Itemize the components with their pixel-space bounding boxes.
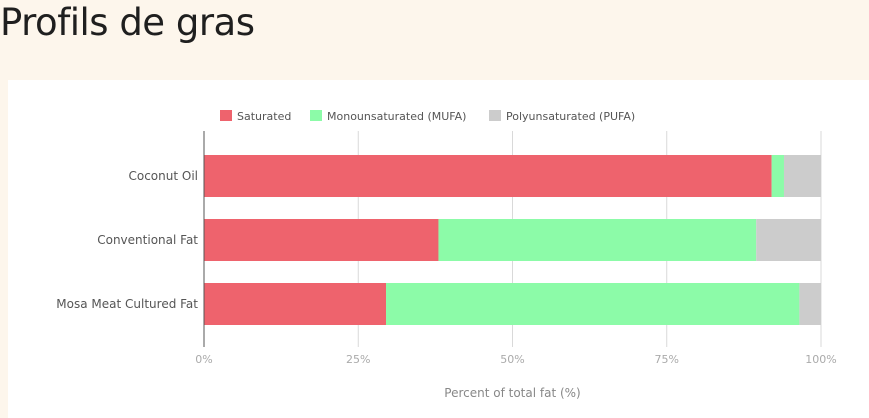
bar-segment-mosa-meat-cultured-fat-saturated[interactable] <box>204 283 387 325</box>
legend-swatch <box>310 110 322 121</box>
x-axis-tick-labels: 0% 25% 50% 75% 100% <box>195 353 836 366</box>
legend-item-saturated[interactable]: Saturated <box>220 110 291 123</box>
x-axis-title: Percent of total fat (%) <box>444 386 580 400</box>
y-axis-labels: Coconut Oil Conventional Fat Mosa Meat Cul… <box>56 169 198 311</box>
bar-segment-conventional-fat-saturated[interactable] <box>204 219 439 261</box>
legend-swatch <box>489 110 501 121</box>
legend-label: Monounsaturated (MUFA) <box>327 110 466 123</box>
x-axis-tick-label: 50% <box>500 353 524 366</box>
x-axis-tick-label: 100% <box>805 353 836 366</box>
chart-bars <box>204 155 821 325</box>
legend-swatch <box>220 110 232 121</box>
x-axis-tick-label: 25% <box>346 353 370 366</box>
bar-segment-mosa-meat-cultured-fat-mufa[interactable] <box>386 283 800 325</box>
x-axis-tick-label: 0% <box>195 353 212 366</box>
legend-item-pufa[interactable]: Polyunsaturated (PUFA) <box>489 110 635 123</box>
bar-segment-mosa-meat-cultured-fat-pufa[interactable] <box>799 283 821 325</box>
chart-legend[interactable]: Saturated Monounsaturated (MUFA) Polyunsat… <box>220 110 635 123</box>
fat-profile-chart: Saturated Monounsaturated (MUFA) Polyunsat… <box>56 110 837 400</box>
y-axis-label: Coconut Oil <box>128 169 198 183</box>
chart-card: Saturated Monounsaturated (MUFA) Polyunsat… <box>8 80 869 418</box>
bar-segment-coconut-oil-mufa[interactable] <box>771 155 784 197</box>
legend-label: Saturated <box>237 110 291 123</box>
legend-item-mufa[interactable]: Monounsaturated (MUFA) <box>310 110 466 123</box>
legend-label: Polyunsaturated (PUFA) <box>506 110 635 123</box>
bar-segment-conventional-fat-mufa[interactable] <box>438 219 757 261</box>
bar-segment-conventional-fat-pufa[interactable] <box>756 219 821 261</box>
y-axis-label: Conventional Fat <box>97 233 198 247</box>
bar-segment-coconut-oil-pufa[interactable] <box>783 155 821 197</box>
x-axis-tick-label: 75% <box>655 353 679 366</box>
y-axis-label: Mosa Meat Cultured Fat <box>56 297 198 311</box>
page-title: Profils de gras <box>0 1 255 44</box>
bar-segment-coconut-oil-saturated[interactable] <box>204 155 772 197</box>
